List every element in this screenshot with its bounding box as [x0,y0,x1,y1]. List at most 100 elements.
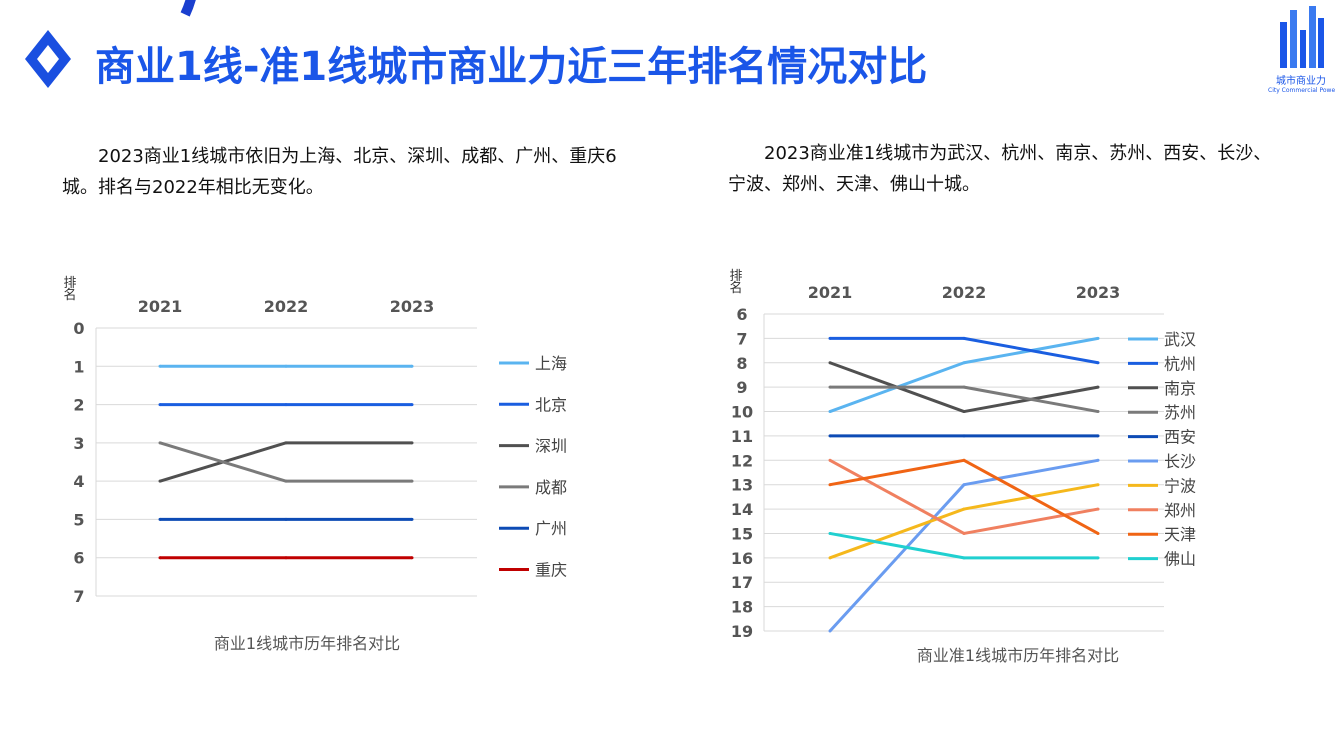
y-tick-label: 7 [73,587,84,606]
data-point [828,531,832,535]
data-point [284,556,288,560]
data-point [1096,483,1100,487]
chart-title: 商业1线城市历年排名对比 [214,634,400,653]
y-tick-label: 6 [736,305,747,324]
y-tick-label: 19 [731,622,753,641]
legend-label: 佛山 [1164,550,1196,569]
y-tick-label: 9 [736,378,747,397]
data-point [284,517,288,521]
legend-label: 南京 [1164,379,1196,398]
x-tick-label: 2023 [1076,283,1121,302]
data-point [410,403,414,407]
series-line-武汉 [829,336,1099,413]
legend-label: 宁波 [1164,476,1196,495]
data-point [410,517,414,521]
y-tick-label: 7 [736,329,747,348]
data-point [1096,336,1100,340]
data-point [828,483,832,487]
data-point [1096,458,1100,462]
data-point [1096,361,1100,365]
y-tick-label: 13 [731,476,753,495]
data-point [962,531,966,535]
series-line-郑州 [829,458,1099,535]
data-point [828,556,832,560]
data-point [284,403,288,407]
y-tick-label: 4 [73,472,84,491]
legend-label: 郑州 [1164,501,1196,520]
data-point [158,364,162,368]
data-point [962,507,966,511]
y-axis-label: 排名 [729,269,742,296]
y-tick-label: 14 [731,500,753,519]
legend-label: 长沙 [1164,452,1196,471]
series-line-天津 [829,458,1099,535]
data-point [410,556,414,560]
data-point [1096,556,1100,560]
page-title: 商业1线-准1线城市商业力近三年排名情况对比 [95,44,928,90]
data-point [962,385,966,389]
legend-label: 重庆 [535,561,567,580]
legend-label: 西安 [1164,428,1196,447]
legend-label: 成都 [535,478,567,497]
legend-label: 苏州 [1164,403,1196,422]
series-line-杭州 [830,336,1099,365]
data-point [962,556,966,560]
legend-label: 天津 [1164,525,1196,544]
y-tick-label: 5 [73,510,84,529]
y-tick-label: 11 [731,427,753,446]
y-axis-label: 排名 [63,276,76,303]
legend-label: 广州 [535,519,567,538]
y-tick-label: 2 [73,396,84,415]
data-point [158,441,162,445]
data-point [1096,531,1100,535]
data-point [158,517,162,521]
data-point [828,361,832,365]
data-point [962,483,966,487]
logo-subtext: City Commercial Power [1268,87,1335,94]
data-point [828,410,832,414]
data-point [828,434,832,438]
y-tick-label: 3 [73,434,84,453]
y-tick-label: 17 [731,573,753,592]
y-tick-label: 6 [73,549,84,568]
data-point [828,336,832,340]
data-point [284,441,288,445]
x-tick-label: 2022 [264,297,309,316]
data-point [1096,410,1100,414]
data-point [284,364,288,368]
data-point [410,441,414,445]
series-line-宁波 [829,483,1099,560]
data-point [1096,434,1100,438]
legend-label: 深圳 [535,437,567,456]
data-point [828,385,832,389]
y-tick-label: 0 [73,319,84,338]
x-tick-label: 2021 [808,283,853,302]
series-line-佛山 [829,531,1098,560]
data-point [1096,507,1100,511]
y-tick-label: 1 [73,357,84,376]
x-tick-label: 2021 [138,297,183,316]
legend-label: 北京 [535,395,567,414]
data-point [828,629,832,633]
right-description: 2023商业准1线城市为武汉、杭州、南京、苏州、西安、长沙、宁波、郑州、天津、佛… [728,143,1272,195]
y-tick-label: 8 [736,354,747,373]
series-line-苏州 [830,385,1099,414]
x-tick-label: 2022 [942,283,987,302]
data-point [284,479,288,483]
y-tick-label: 12 [731,451,753,470]
data-point [962,410,966,414]
x-tick-label: 2023 [390,297,435,316]
chart-title: 商业准1线城市历年排名对比 [917,646,1119,665]
data-point [962,434,966,438]
legend-label: 武汉 [1164,330,1196,349]
y-tick-label: 18 [731,598,753,617]
data-point [1096,385,1100,389]
data-point [962,336,966,340]
legend-label: 上海 [535,354,567,373]
data-point [962,361,966,365]
data-point [158,479,162,483]
data-point [158,556,162,560]
data-point [410,479,414,483]
